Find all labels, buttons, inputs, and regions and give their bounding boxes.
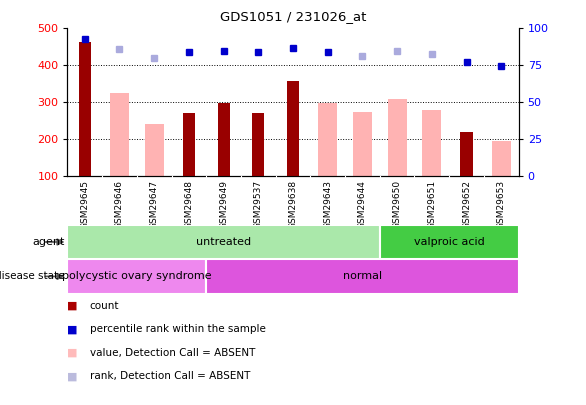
Text: GSM29537: GSM29537 bbox=[254, 180, 263, 229]
Text: GDS1051 / 231026_at: GDS1051 / 231026_at bbox=[220, 10, 366, 23]
Text: polycystic ovary syndrome: polycystic ovary syndrome bbox=[62, 271, 212, 281]
Text: GSM29646: GSM29646 bbox=[115, 180, 124, 229]
Text: percentile rank within the sample: percentile rank within the sample bbox=[90, 324, 265, 334]
Text: GSM29645: GSM29645 bbox=[80, 180, 89, 229]
Bar bbox=[461, 132, 473, 176]
Bar bbox=[110, 93, 129, 176]
Bar bbox=[183, 113, 195, 176]
Text: count: count bbox=[90, 301, 119, 311]
Text: untreated: untreated bbox=[196, 237, 251, 247]
Text: GSM29638: GSM29638 bbox=[288, 180, 298, 229]
Bar bbox=[217, 103, 230, 176]
Text: ■: ■ bbox=[67, 371, 78, 381]
Bar bbox=[287, 81, 299, 176]
Bar bbox=[67, 225, 380, 259]
Text: valproic acid: valproic acid bbox=[414, 237, 485, 247]
Bar bbox=[380, 225, 519, 259]
Text: GSM29649: GSM29649 bbox=[219, 180, 228, 229]
Text: ■: ■ bbox=[67, 301, 78, 311]
Bar bbox=[145, 124, 163, 176]
Text: agent: agent bbox=[32, 237, 64, 247]
Text: GSM29653: GSM29653 bbox=[497, 180, 506, 229]
Text: value, Detection Call = ABSENT: value, Detection Call = ABSENT bbox=[90, 348, 255, 358]
Text: rank, Detection Call = ABSENT: rank, Detection Call = ABSENT bbox=[90, 371, 250, 381]
Bar bbox=[353, 111, 372, 176]
Bar bbox=[252, 113, 264, 176]
Text: GSM29650: GSM29650 bbox=[393, 180, 401, 229]
Bar bbox=[67, 259, 206, 294]
Text: GSM29652: GSM29652 bbox=[462, 180, 471, 229]
Bar bbox=[79, 43, 91, 176]
Text: ■: ■ bbox=[67, 324, 78, 334]
Bar bbox=[318, 103, 338, 176]
Text: GSM29648: GSM29648 bbox=[185, 180, 193, 229]
Text: GSM29651: GSM29651 bbox=[427, 180, 437, 229]
Text: ■: ■ bbox=[67, 348, 78, 358]
Bar bbox=[387, 98, 407, 176]
Text: GSM29644: GSM29644 bbox=[358, 180, 367, 229]
Text: normal: normal bbox=[343, 271, 382, 281]
Text: GSM29647: GSM29647 bbox=[149, 180, 159, 229]
Text: disease state: disease state bbox=[0, 271, 64, 281]
Bar bbox=[423, 111, 441, 176]
Text: GSM29643: GSM29643 bbox=[323, 180, 332, 229]
Bar bbox=[206, 259, 519, 294]
Bar bbox=[492, 141, 511, 176]
